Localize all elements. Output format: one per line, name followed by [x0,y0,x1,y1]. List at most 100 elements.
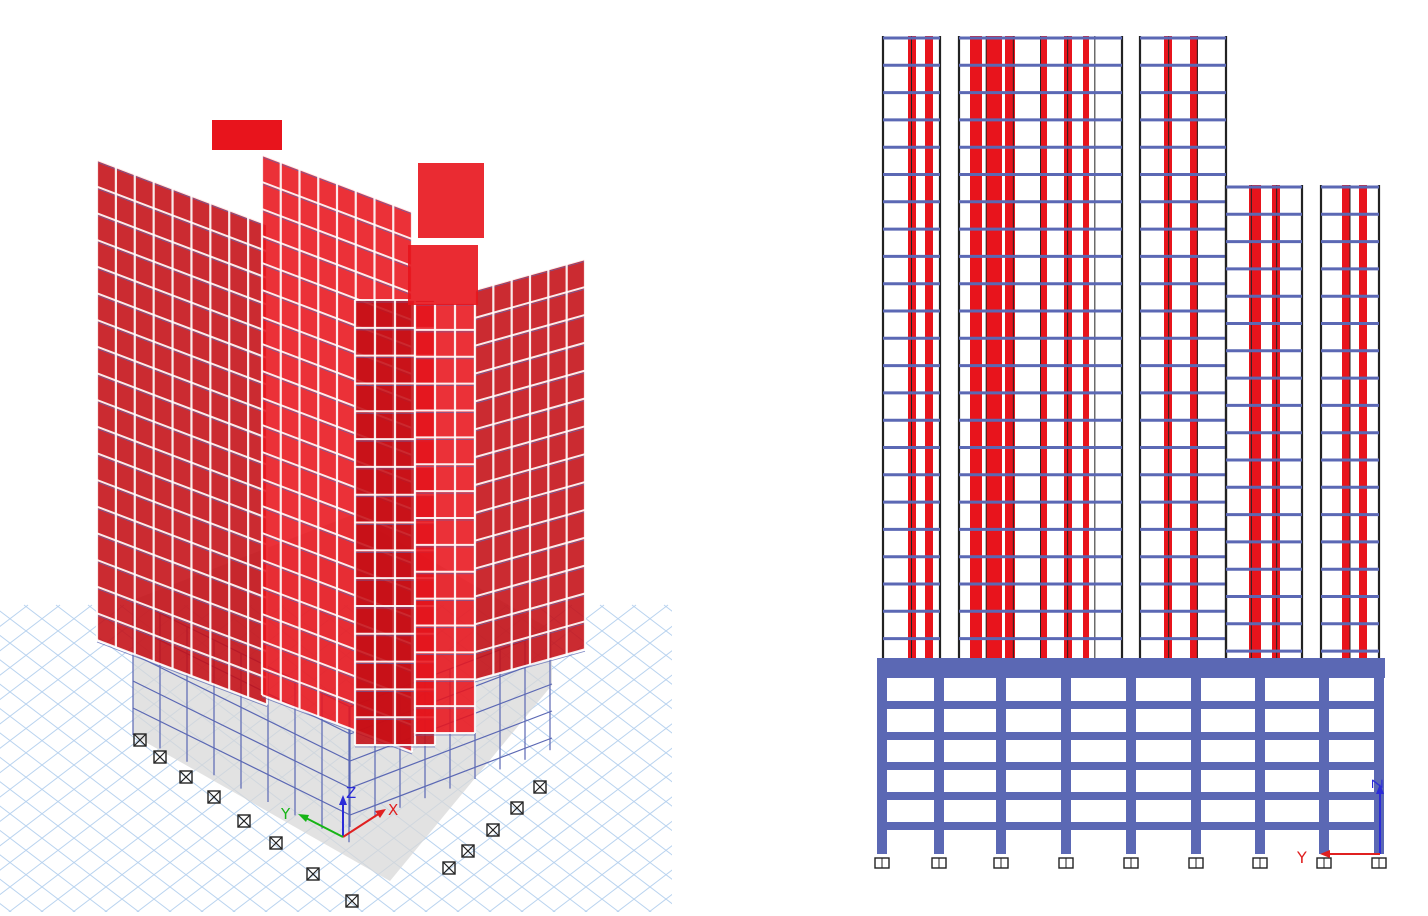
floor-beam [96,534,268,601]
pin-support-icon [179,770,193,784]
shear-wall-strip [1249,185,1261,658]
axis-y-label: Y [1296,848,1307,867]
left-3d-view: Z X Y [0,45,1181,916]
grid-line [642,604,1053,916]
floor-beam [96,454,268,521]
grid-line [0,854,82,916]
axis-triad-icon: Z Y [1296,779,1384,867]
floor-beam [96,345,268,413]
floor-beam [96,452,268,519]
pin-support-icon [874,857,890,869]
shear-wall-strip [1359,185,1367,658]
floor-beam [96,561,268,627]
axis-y-label: Y [280,805,291,823]
floor-beam [96,641,268,707]
floor-beam [96,585,268,653]
floor-beam [96,185,268,253]
pin-support-icon [1058,857,1074,869]
floor-beam [96,374,268,441]
floor-beam [96,425,268,493]
grid-line [0,604,157,725]
elevation-canvas: Z Y [874,36,1387,869]
floor-beam [96,508,268,574]
grid-line [578,604,989,916]
pin-support-icon [133,733,147,747]
floor-beam [96,481,268,547]
penthouse-wall [418,163,484,238]
podium-elevation [877,658,1385,854]
model-3d-canvas: Z X Y [0,120,1181,916]
floor-beam [96,348,268,414]
grid-line [567,604,978,916]
right-elevation-view: Z Y [828,0,1428,912]
podium-column [1374,678,1384,854]
shear-wall-strip [1164,36,1172,658]
podium-column [1255,678,1265,854]
support-row [874,857,1387,869]
pin-support-icon [510,801,524,815]
floor-beam [96,292,268,359]
floor-beam [96,159,268,226]
floor-beam [96,188,268,254]
shear-wall-strip [1272,185,1280,658]
floor-beam [96,294,268,361]
podium-column [934,678,944,854]
grid-line [0,781,178,916]
pin-support-icon [1188,857,1204,869]
shear-wall-strip [1342,185,1350,658]
pin-support-icon [1371,857,1387,869]
tower-elevation [881,36,1381,658]
pin-support-icon [442,861,456,875]
pin-support-icon [237,814,251,828]
grid-line [290,604,701,916]
floor-beam [96,401,268,467]
floor-beam [96,265,268,333]
pin-support-icon [486,823,500,837]
shear-wall-strip [1190,36,1198,658]
floor-beam [96,399,268,466]
axis-triad-icon: Z X Y [280,784,398,838]
pin-support-icon [306,867,320,881]
pin-support-icon [1252,857,1268,869]
floor-beam [96,372,268,439]
grid-line [0,805,146,916]
floor-beam [96,559,268,626]
podium-column [877,678,887,854]
pin-support-icon [1123,857,1139,869]
floor-beam [96,321,268,387]
floor-beam [96,428,268,494]
podium-column [1319,678,1329,854]
floor-beam [96,612,268,679]
floor-beam [96,214,268,281]
floor-beam [96,319,268,386]
pin-support-icon [533,780,547,794]
grid-line [0,829,114,916]
shear-wall-strip [1083,36,1089,658]
podium-column [1061,678,1071,854]
axis-x-label: X [388,801,398,819]
support-row [133,733,547,908]
podium-column [1126,678,1136,854]
shear-wall-strip [986,36,1002,658]
floor-beam [96,505,268,573]
axis-z-label: Z [1368,779,1384,789]
floor-beam [96,161,268,227]
shear-wall-strip [1005,36,1015,658]
podium-column [1191,678,1201,854]
pin-support-icon [461,844,475,858]
floor-beam [96,532,268,599]
transfer-beam [877,658,1385,678]
pin-support-icon [1316,857,1332,869]
podium-column [996,678,1006,854]
shear-wall-strip [925,36,933,658]
floor-beam [96,239,268,306]
floor-beam [96,241,268,307]
grid-line [0,604,189,749]
pin-support-icon [153,750,167,764]
floor-beam [96,212,268,279]
grid-line [631,604,1042,916]
floor-beam [96,479,268,546]
floor-beam [96,588,268,654]
floor-beam [96,614,268,681]
pin-support-icon [207,790,221,804]
